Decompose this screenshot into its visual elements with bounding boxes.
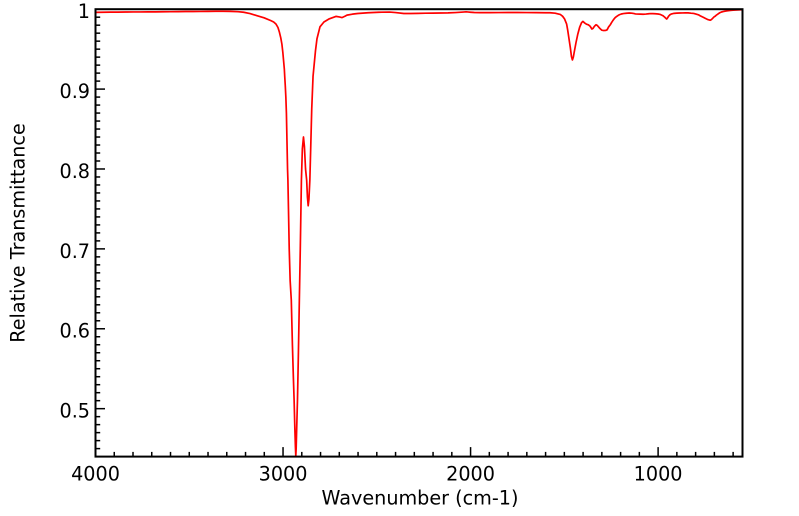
- series-ir-spectrum: [94, 8, 744, 457]
- x-tick-label: 3000: [259, 462, 308, 485]
- x-tick-label: 4000: [71, 462, 120, 485]
- y-tick-label: 0.6: [59, 320, 90, 343]
- x-tick-label: 2000: [446, 462, 495, 485]
- axis-ticks: [95, 16, 734, 457]
- y-tick-label: 0.7: [59, 240, 90, 263]
- y-tick-label: 0.8: [59, 160, 90, 183]
- y-tick-label: 1: [78, 0, 90, 23]
- tick-labels: 4000 3000 2000 1000 0.5 0.6 0.7 0.8 0.9 1: [59, 0, 682, 485]
- spectrum-curve: [94, 8, 744, 457]
- plot-border: [94, 8, 744, 458]
- x-tick-label: 1000: [634, 462, 683, 485]
- y-tick-label: 0.9: [59, 80, 90, 103]
- x-axis-title: Wavenumber (cm-1): [322, 487, 519, 510]
- y-tick-label: 0.5: [59, 400, 90, 423]
- y-axis-title: Relative Transmittance: [6, 123, 29, 343]
